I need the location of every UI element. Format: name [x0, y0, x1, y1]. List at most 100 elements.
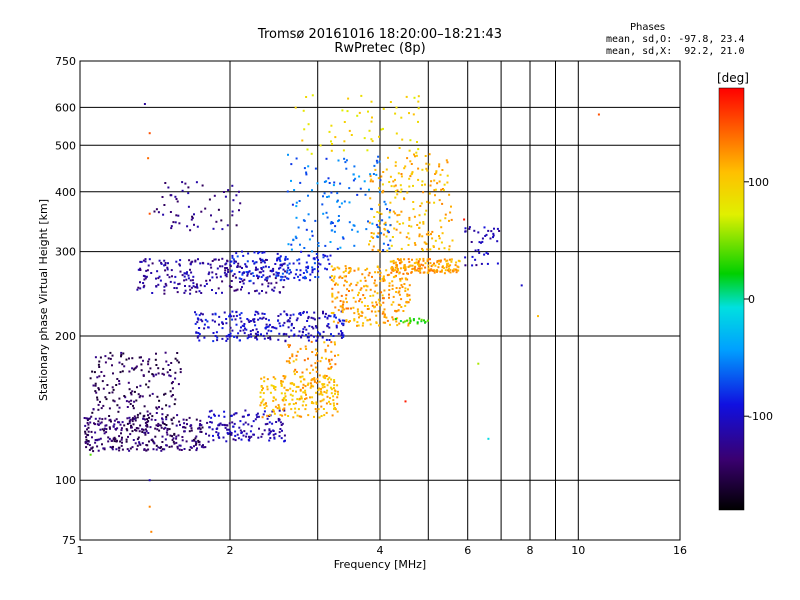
data-point	[398, 223, 401, 225]
data-point	[429, 248, 432, 251]
data-point	[225, 424, 228, 427]
data-point	[334, 363, 337, 366]
data-point	[313, 415, 315, 418]
data-point	[263, 429, 266, 432]
data-point	[278, 418, 281, 421]
data-point	[377, 298, 380, 301]
data-point	[293, 333, 296, 336]
data-point	[362, 322, 365, 325]
data-point	[330, 265, 333, 268]
data-point	[330, 367, 332, 370]
data-point	[314, 167, 317, 170]
data-point	[417, 120, 419, 123]
data-point	[399, 267, 402, 270]
data-point	[142, 274, 145, 277]
data-point	[160, 449, 163, 452]
data-point	[403, 258, 406, 261]
data-point	[116, 404, 119, 407]
data-point	[335, 326, 338, 329]
data-point	[164, 182, 167, 184]
data-point	[294, 407, 297, 410]
data-point	[268, 415, 271, 417]
data-point	[116, 427, 119, 430]
data-point	[394, 212, 397, 215]
data-point	[190, 218, 193, 221]
data-point	[138, 430, 141, 433]
data-point	[231, 254, 234, 257]
data-point	[281, 414, 284, 417]
data-point	[446, 259, 449, 262]
data-point	[380, 175, 383, 178]
data-point	[159, 279, 162, 282]
data-point	[92, 384, 95, 387]
data-point	[189, 268, 191, 271]
data-point	[183, 430, 186, 433]
data-point	[445, 266, 448, 269]
data-point	[360, 287, 363, 290]
data-point	[158, 406, 160, 409]
data-point	[232, 315, 235, 318]
data-point	[412, 319, 415, 322]
data-point	[155, 424, 158, 427]
data-point	[211, 271, 214, 274]
data-point	[121, 441, 123, 444]
data-point	[194, 322, 197, 325]
data-point	[331, 295, 334, 298]
data-point	[332, 387, 335, 390]
data-point	[396, 214, 399, 217]
data-point	[156, 395, 159, 398]
data-point	[365, 284, 368, 287]
data-point	[305, 266, 308, 269]
data-point	[229, 332, 232, 335]
data-point	[282, 375, 285, 377]
data-point	[330, 341, 333, 344]
data-point	[305, 328, 308, 331]
data-point	[91, 411, 94, 414]
data-point	[279, 255, 282, 258]
data-point	[272, 385, 275, 388]
data-point	[163, 259, 166, 262]
data-point	[273, 436, 276, 439]
data-point	[454, 264, 457, 267]
data-point	[409, 298, 411, 301]
data-point	[441, 266, 444, 269]
data-point	[331, 414, 334, 417]
data-point	[317, 242, 320, 244]
data-point	[204, 207, 207, 210]
data-point	[139, 260, 142, 263]
data-point	[267, 282, 270, 285]
data-point	[210, 266, 213, 269]
data-point	[398, 147, 401, 149]
data-point	[265, 291, 268, 294]
data-point	[376, 236, 379, 239]
data-point	[272, 430, 275, 432]
data-point	[336, 384, 339, 387]
data-point	[483, 226, 486, 229]
data-point	[404, 165, 407, 168]
data-point	[205, 282, 208, 285]
data-point	[163, 289, 166, 292]
data-point	[322, 256, 325, 259]
data-point	[282, 408, 284, 411]
data-point	[246, 337, 249, 340]
data-point	[450, 258, 453, 261]
data-point	[362, 294, 365, 297]
data-point	[326, 384, 329, 387]
data-point	[144, 428, 147, 431]
data-point	[165, 284, 168, 287]
data-point	[254, 332, 257, 335]
data-point	[261, 258, 264, 261]
data-point	[313, 335, 315, 338]
data-point	[307, 357, 309, 360]
data-point	[440, 259, 442, 262]
data-point	[239, 202, 242, 205]
data-point	[376, 292, 379, 295]
data-point	[384, 221, 387, 224]
data-point	[96, 439, 99, 442]
data-point	[260, 333, 262, 336]
data-point	[197, 318, 200, 321]
data-point	[241, 415, 244, 418]
data-point	[474, 249, 477, 252]
data-point	[453, 268, 456, 271]
data-point	[252, 275, 255, 277]
